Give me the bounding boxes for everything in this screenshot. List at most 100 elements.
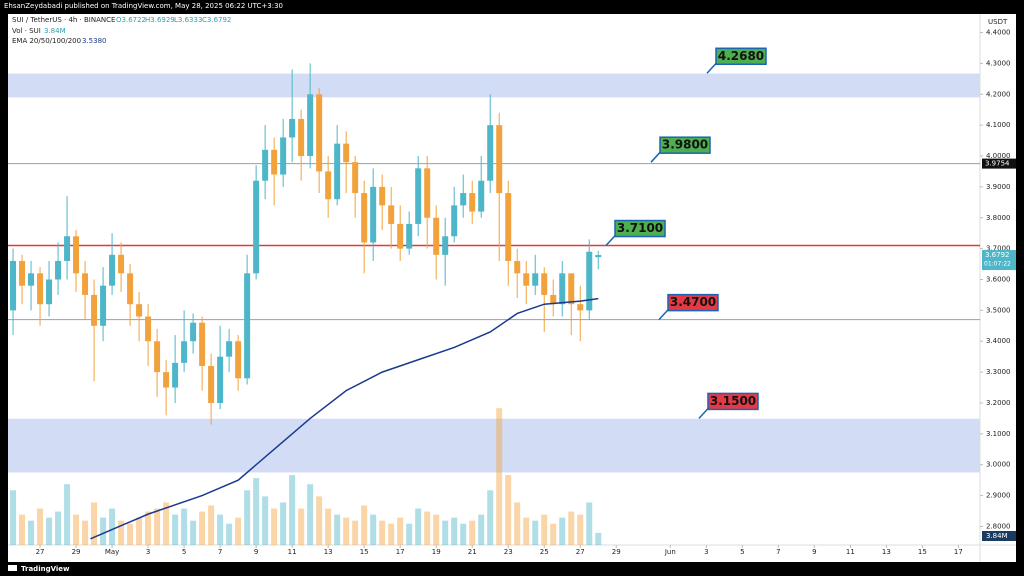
candle-body — [361, 193, 368, 243]
price-tag — [982, 158, 1016, 169]
candle-body — [64, 236, 71, 261]
candle-body — [10, 260, 17, 311]
volume-bar — [298, 508, 305, 545]
candle-body — [532, 273, 539, 286]
candle-body — [379, 186, 386, 206]
candle-body — [19, 260, 26, 286]
candle-body — [136, 304, 143, 317]
volume-bar — [532, 520, 539, 545]
volume-bar — [181, 508, 188, 545]
x-tick-label: 21 — [468, 548, 477, 556]
legend-low: L3.6333 — [174, 16, 202, 24]
candle-body — [208, 365, 215, 403]
candle-body — [181, 341, 188, 363]
y-tick-label: 3.7000 — [986, 245, 1011, 253]
volume-bar — [361, 505, 368, 545]
volume-bar — [280, 502, 287, 545]
volume-bar — [424, 511, 431, 545]
volume-bar — [370, 514, 377, 545]
volume-bar — [64, 484, 71, 545]
legend-volume: Vol · SUI — [12, 27, 41, 35]
candle-body — [109, 254, 116, 286]
volume-bar — [460, 523, 467, 545]
candle-body — [145, 316, 152, 342]
footer-logo — [8, 565, 17, 571]
callout-box — [614, 219, 666, 238]
volume-bar — [37, 508, 44, 545]
candle-body — [523, 273, 530, 286]
candle-body — [37, 273, 44, 305]
countdown: 01:07:22 — [984, 261, 1011, 268]
volume-bar — [514, 502, 521, 545]
y-tick-label: 2.8000 — [986, 522, 1011, 530]
volume-bar — [307, 484, 314, 545]
candle-body — [28, 273, 35, 286]
x-tick-label: 9 — [812, 548, 816, 556]
legend-ema-value: 3.5380 — [82, 37, 107, 45]
candle-body — [586, 251, 593, 311]
volume-tag-label: 3.84M — [986, 532, 1008, 540]
callout-box — [659, 136, 711, 154]
candle-body — [244, 273, 251, 379]
candle-body — [388, 205, 395, 224]
candle-body — [406, 223, 413, 249]
volume-bar — [568, 511, 575, 545]
volume-bar — [271, 508, 278, 545]
y-tick-label: 3.2000 — [986, 399, 1011, 407]
y-tick-label: 2.9000 — [986, 492, 1011, 500]
x-tick-label: 17 — [954, 548, 963, 556]
callout-label: 4.2680 — [718, 49, 764, 63]
candle-body — [577, 304, 584, 311]
candle-body — [325, 171, 332, 200]
candle-body — [415, 168, 422, 224]
x-tick-label: 7 — [218, 548, 222, 556]
y-tick-label: 3.1000 — [986, 430, 1011, 438]
y-tick-label: 4.4000 — [986, 29, 1011, 37]
volume-bar — [145, 511, 152, 545]
volume-bar — [163, 502, 170, 545]
candle-body — [118, 254, 125, 274]
x-tick-label: 13 — [324, 548, 333, 556]
candle-body — [253, 180, 260, 274]
candle-body — [559, 273, 566, 305]
candle-body — [487, 125, 494, 181]
volume-bar — [19, 514, 26, 545]
candle-body — [55, 260, 62, 280]
y-tick-label: 3.6000 — [986, 276, 1011, 284]
candle-body — [514, 260, 521, 274]
callout-label: 3.7100 — [617, 221, 663, 235]
candle-body — [217, 356, 224, 403]
volume-bar — [334, 514, 341, 545]
y-tick-label: 3.3000 — [986, 368, 1011, 376]
volume-bar — [127, 523, 134, 545]
candle-body — [82, 273, 89, 295]
volume-bar — [379, 520, 386, 545]
price-tag-label: 3.9754 — [985, 160, 1010, 168]
volume-bar — [109, 508, 116, 545]
x-tick-label: 15 — [360, 548, 369, 556]
candle-body — [433, 217, 440, 255]
legend-open: O3.6722 — [116, 16, 146, 24]
x-tick-label: 5 — [182, 548, 186, 556]
callout-box — [667, 293, 719, 312]
y-tick-label: 3.5000 — [986, 306, 1011, 314]
candle-body — [262, 149, 269, 181]
y-tick-label: 4.3000 — [986, 59, 1011, 67]
currency: USDT — [988, 18, 1008, 26]
y-tick-label: 3.9000 — [986, 183, 1011, 191]
x-tick-label: Jun — [664, 548, 676, 556]
x-tick-label: 17 — [396, 548, 405, 556]
x-tick-label: 29 — [72, 548, 81, 556]
candle-body — [343, 143, 350, 163]
candle-body — [280, 137, 287, 175]
volume-bar — [550, 523, 557, 545]
ema-line — [90, 297, 599, 540]
volume-bar — [226, 523, 233, 545]
x-tick-label: 3 — [704, 548, 708, 556]
y-tick-label: 4.1000 — [986, 121, 1011, 129]
volume-bar — [316, 496, 323, 545]
volume-bar — [325, 508, 332, 545]
legend-volume-value: 3.84M — [44, 27, 66, 35]
volume-bar — [352, 520, 359, 545]
